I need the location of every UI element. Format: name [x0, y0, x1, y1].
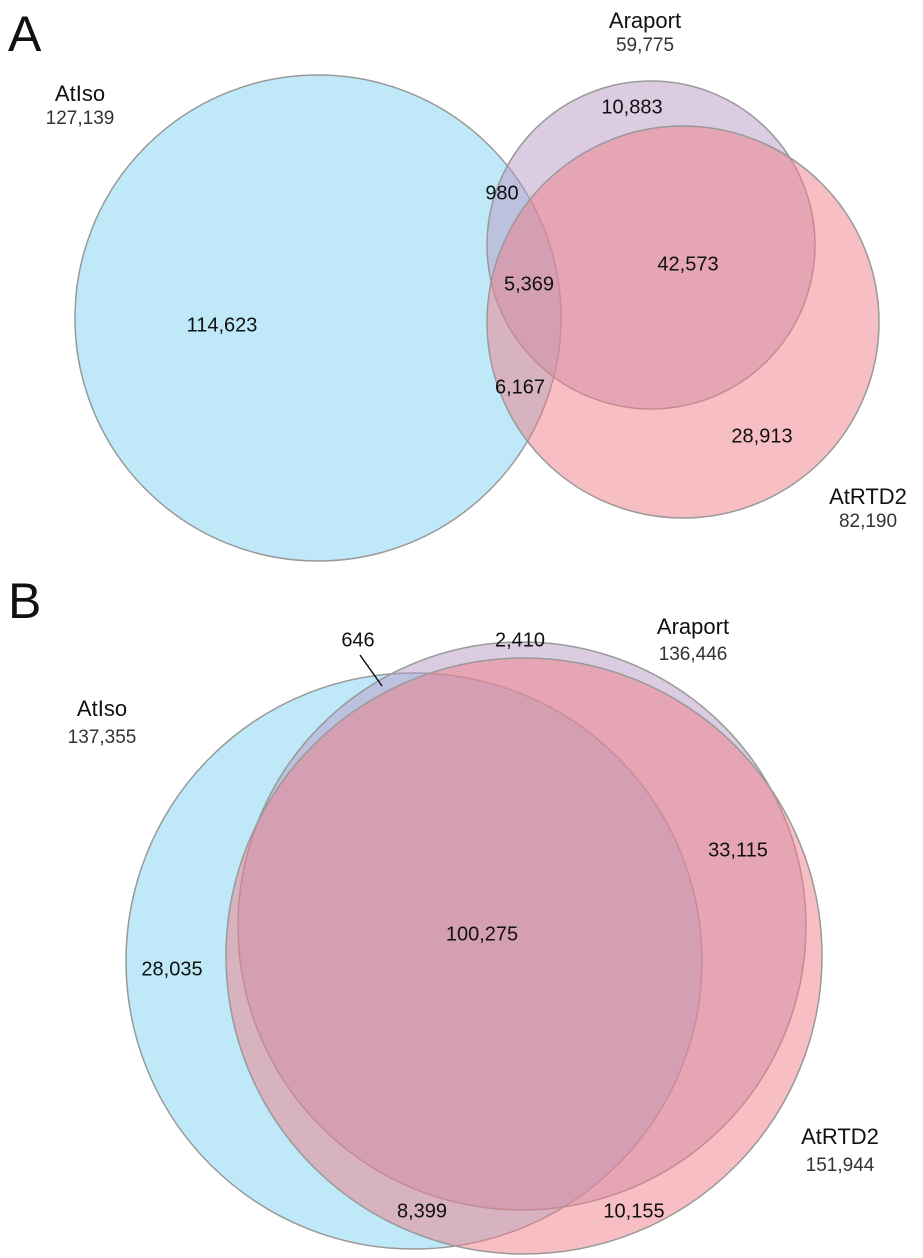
set-size: 151,944 [806, 1155, 875, 1176]
set-name: AtIso [77, 696, 127, 721]
region-count: 114,623 [187, 314, 258, 336]
set-circle [486, 125, 880, 519]
region-count: 28,913 [731, 425, 792, 447]
panel-label: A [8, 6, 42, 62]
set-size: 127,139 [46, 108, 115, 129]
panel-label: B [8, 573, 41, 629]
leader-line [359, 654, 383, 687]
region-count: 10,155 [603, 1200, 664, 1222]
region-count: 28,035 [141, 958, 202, 980]
region-count: 2,410 [495, 629, 545, 651]
region-count: 646 [341, 629, 374, 651]
region-count: 10,883 [601, 96, 662, 118]
region-count: 8,399 [397, 1200, 447, 1222]
region-count: 980 [485, 182, 518, 204]
region-count: 33,115 [708, 839, 768, 861]
region-count: 42,573 [657, 253, 718, 275]
region-count: 5,369 [504, 273, 554, 295]
set-name: AtIso [55, 81, 105, 106]
set-size: 82,190 [839, 511, 897, 532]
region-count: 6,167 [495, 376, 545, 398]
set-size: 59,775 [616, 35, 674, 56]
set-name: AtRTD2 [829, 484, 907, 509]
set-name: Araport [609, 8, 681, 33]
set-name: Araport [657, 614, 729, 639]
set-size: 137,355 [68, 727, 137, 748]
region-count: 100,275 [446, 923, 518, 945]
set-size: 136,446 [659, 644, 728, 665]
set-circle [225, 657, 823, 1255]
set-name: AtRTD2 [801, 1124, 879, 1149]
